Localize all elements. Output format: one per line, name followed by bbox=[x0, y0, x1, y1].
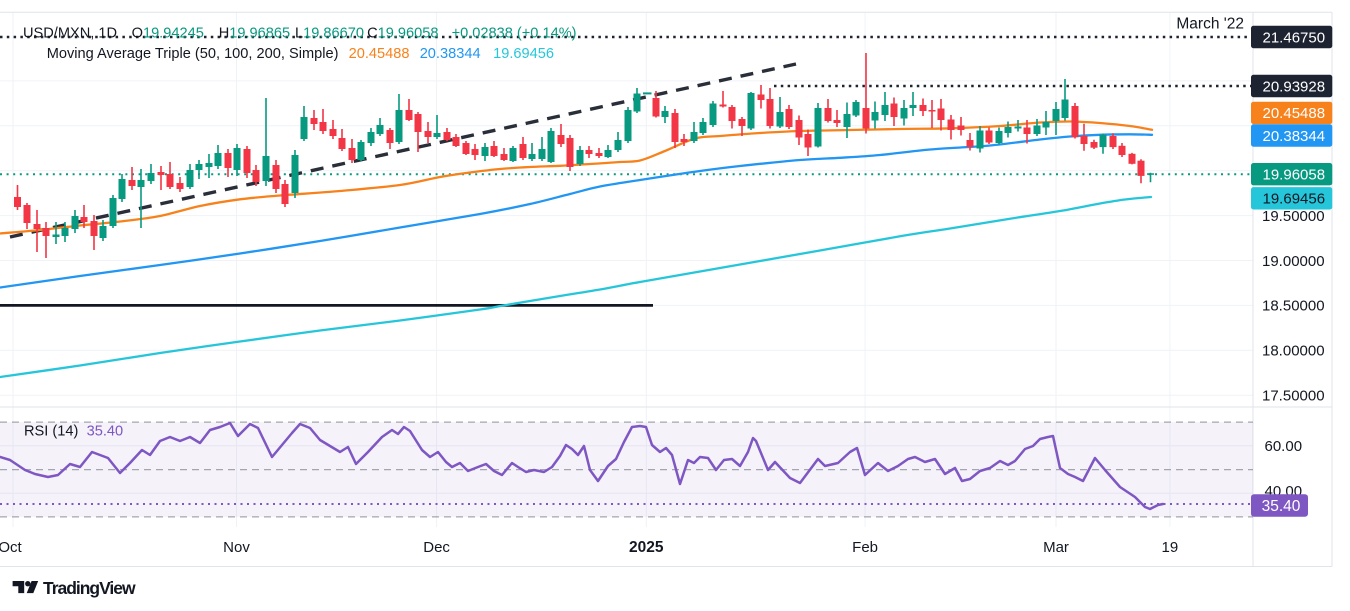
svg-text:35.40: 35.40 bbox=[1262, 498, 1301, 515]
svg-text:USD/MXN, 1D: USD/MXN, 1D bbox=[23, 26, 117, 42]
svg-text:Moving Average Triple (50, 100: Moving Average Triple (50, 100, 200, Sim… bbox=[47, 46, 339, 62]
svg-text:19: 19 bbox=[1162, 539, 1179, 556]
svg-text:Feb: Feb bbox=[852, 539, 878, 556]
svg-text:20.38344: 20.38344 bbox=[420, 46, 481, 62]
svg-text:Dec: Dec bbox=[423, 539, 450, 556]
svg-text:19.50000: 19.50000 bbox=[1262, 208, 1325, 225]
svg-text:C19.96058: C19.96058 bbox=[367, 26, 438, 42]
svg-text:19.69456: 19.69456 bbox=[493, 46, 554, 62]
svg-text:19.00000: 19.00000 bbox=[1262, 253, 1325, 270]
svg-text:Mar: Mar bbox=[1043, 539, 1069, 556]
svg-text:19.96058: 19.96058 bbox=[1263, 167, 1326, 184]
svg-text:35.40: 35.40 bbox=[87, 424, 124, 440]
svg-text:2025: 2025 bbox=[629, 539, 664, 556]
svg-text:21.46750: 21.46750 bbox=[1263, 29, 1326, 46]
svg-text:20.45488: 20.45488 bbox=[349, 46, 410, 62]
svg-text:20.45488: 20.45488 bbox=[1263, 105, 1326, 122]
svg-text:H19.96865: H19.96865 bbox=[219, 26, 290, 42]
svg-text:60.00: 60.00 bbox=[1265, 438, 1303, 455]
svg-text:March '22: March '22 bbox=[1176, 16, 1244, 33]
svg-text:18.00000: 18.00000 bbox=[1262, 343, 1325, 360]
svg-text:O19.94245: O19.94245 bbox=[132, 26, 204, 42]
svg-text:TradingView: TradingView bbox=[43, 578, 136, 598]
svg-text:L19.86670: L19.86670 bbox=[295, 26, 364, 42]
svg-text:Nov: Nov bbox=[223, 539, 250, 556]
svg-text:20.38344: 20.38344 bbox=[1263, 128, 1326, 145]
svg-text:17.50000: 17.50000 bbox=[1262, 388, 1325, 405]
svg-text:19.69456: 19.69456 bbox=[1263, 191, 1326, 208]
svg-text:Oct: Oct bbox=[0, 539, 22, 556]
svg-text:RSI (14): RSI (14) bbox=[24, 424, 78, 440]
svg-text:20.93928: 20.93928 bbox=[1263, 78, 1326, 95]
svg-text:+0.02838 (+0.14%): +0.02838 (+0.14%) bbox=[452, 26, 577, 42]
svg-text:18.50000: 18.50000 bbox=[1262, 298, 1325, 315]
